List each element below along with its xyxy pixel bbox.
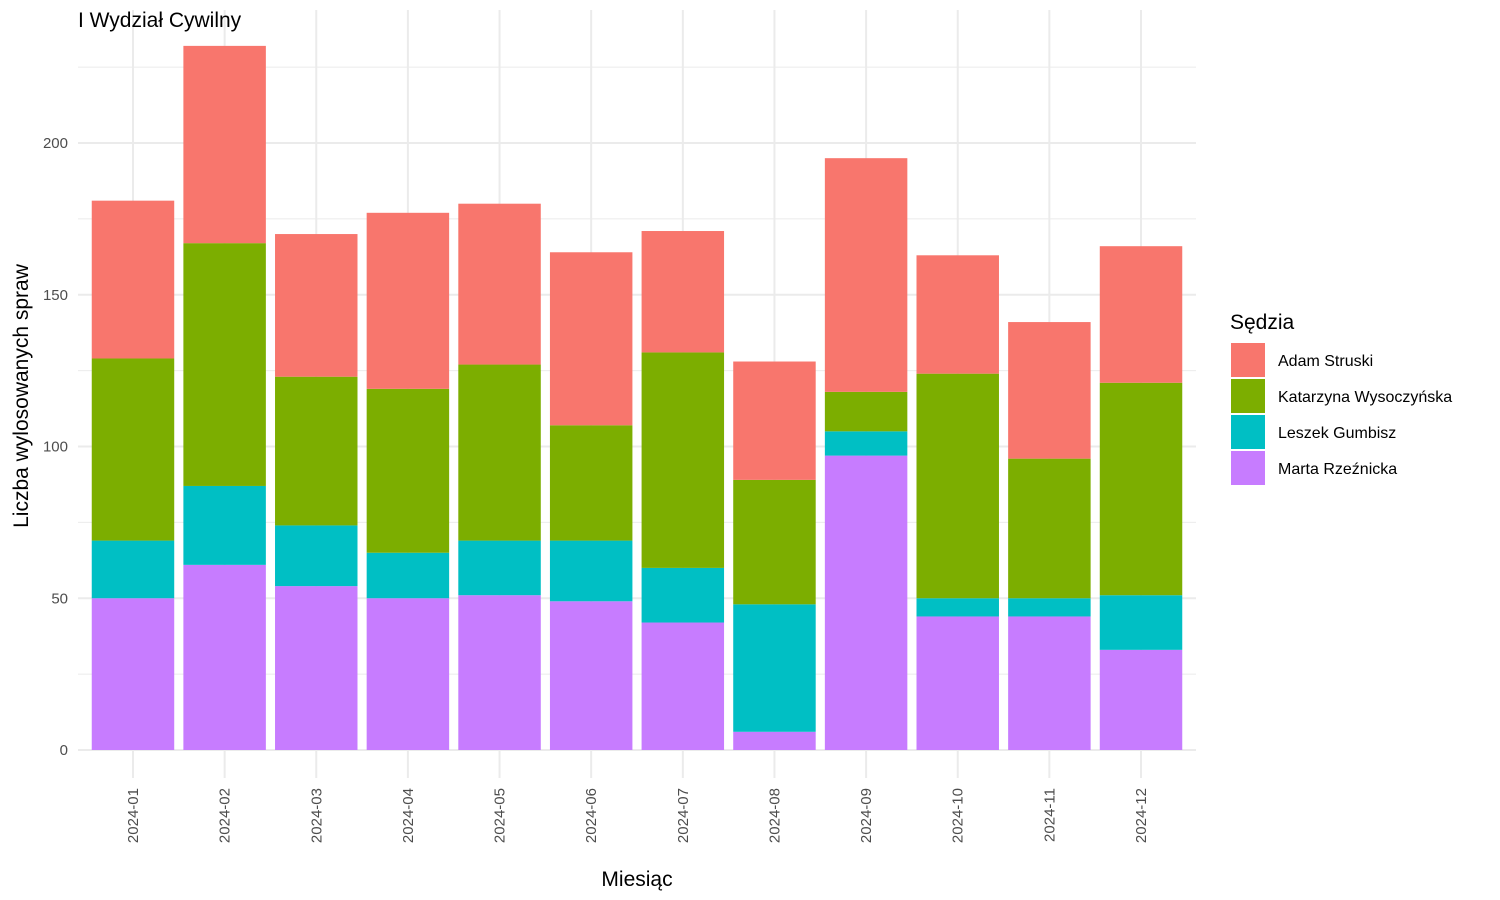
bar-2024-02-adam-struski	[183, 45, 266, 244]
bar-2024-05-marta-rze-nicka	[458, 595, 541, 750]
legend-key	[1231, 379, 1265, 413]
legend-title: Sędzia	[1230, 311, 1295, 334]
chart-title: I Wydział Cywilny	[78, 9, 242, 32]
bar-2024-02-marta-rze-nicka	[183, 564, 266, 750]
bar-2024-11-marta-rze-nicka	[1008, 616, 1091, 750]
bar-2024-12-marta-rze-nicka	[1099, 649, 1183, 750]
x-tick-label: 2024-11	[1041, 788, 1058, 842]
bar-2024-01-leszek-gumbisz	[91, 540, 175, 599]
bar-2024-06-adam-struski	[549, 252, 633, 426]
bar-2024-10-marta-rze-nicka	[916, 616, 999, 750]
x-axis-ticks: 2024-01 2024-02 2024-03 2024-04 2024-05 2024-…	[125, 788, 1150, 843]
bar-2024-08-katarzyna-wysoczy-ska	[733, 479, 816, 605]
x-tick-label: 2024-12	[1133, 788, 1150, 843]
bar-2024-08-marta-rze-nicka	[733, 731, 816, 750]
bar-2024-09-leszek-gumbisz	[824, 431, 908, 456]
bar-2024-06-marta-rze-nicka	[549, 601, 633, 750]
bar-2024-11-adam-struski	[1008, 322, 1091, 459]
legend-key	[1231, 343, 1265, 377]
y-axis-title: Liczba wylosowanych spraw	[10, 263, 33, 528]
y-tick-label: 50	[51, 590, 68, 607]
y-tick-label: 150	[43, 287, 68, 304]
legend-label: Marta Rzeźnicka	[1278, 461, 1397, 478]
legend-items: Adam Struski Katarzyna Wysoczyńska Leszek …	[1231, 343, 1452, 485]
bar-2024-10-adam-struski	[916, 255, 999, 374]
bar-2024-07-katarzyna-wysoczy-ska	[641, 352, 725, 568]
bar-2024-04-adam-struski	[366, 212, 450, 389]
x-tick-label: 2024-03	[308, 788, 325, 843]
x-tick-label: 2024-09	[858, 788, 875, 843]
y-tick-label: 100	[43, 439, 68, 456]
bar-2024-10-leszek-gumbisz	[916, 598, 999, 617]
legend-key	[1231, 451, 1265, 485]
bar-2024-11-leszek-gumbisz	[1008, 598, 1091, 617]
bar-2024-05-adam-struski	[458, 203, 541, 365]
legend-label: Adam Struski	[1278, 353, 1373, 370]
bar-2024-04-leszek-gumbisz	[366, 552, 450, 599]
y-axis-ticks: 0 50 100 150 200	[43, 135, 68, 759]
bar-2024-12-adam-struski	[1099, 246, 1183, 383]
bar-2024-06-leszek-gumbisz	[549, 540, 633, 602]
x-axis-title: Miesiąc	[601, 868, 672, 891]
bar-2024-07-adam-struski	[641, 231, 725, 353]
bars	[91, 45, 1183, 750]
x-tick-label: 2024-07	[675, 788, 692, 843]
bar-2024-09-marta-rze-nicka	[824, 455, 908, 750]
x-tick-label: 2024-02	[217, 788, 234, 843]
bar-2024-08-adam-struski	[733, 361, 816, 480]
bar-2024-12-leszek-gumbisz	[1099, 595, 1183, 650]
bar-2024-03-marta-rze-nicka	[275, 586, 358, 750]
bar-2024-10-katarzyna-wysoczy-ska	[916, 373, 999, 599]
bar-2024-07-leszek-gumbisz	[641, 567, 725, 623]
y-tick-label: 200	[43, 135, 68, 152]
bar-2024-04-katarzyna-wysoczy-ska	[366, 388, 450, 553]
bar-2024-01-adam-struski	[91, 200, 175, 359]
y-tick-label: 0	[60, 742, 68, 759]
bar-2024-08-leszek-gumbisz	[733, 604, 816, 732]
bar-2024-11-katarzyna-wysoczy-ska	[1008, 458, 1091, 599]
legend-key	[1231, 415, 1265, 449]
legend-label: Katarzyna Wysoczyńska	[1278, 389, 1452, 406]
bar-2024-03-adam-struski	[275, 234, 358, 377]
bar-2024-05-katarzyna-wysoczy-ska	[458, 364, 541, 541]
bar-2024-01-katarzyna-wysoczy-ska	[91, 358, 175, 541]
x-tick-label: 2024-05	[492, 788, 509, 843]
bar-2024-07-marta-rze-nicka	[641, 622, 725, 750]
bar-2024-06-katarzyna-wysoczy-ska	[549, 425, 633, 541]
x-tick-label: 2024-06	[583, 788, 600, 843]
bar-2024-09-adam-struski	[824, 158, 908, 392]
bar-2024-01-marta-rze-nicka	[91, 598, 175, 750]
bar-2024-03-leszek-gumbisz	[275, 525, 358, 587]
x-tick-label: 2024-10	[950, 788, 967, 843]
x-tick-label: 2024-04	[400, 788, 417, 843]
legend-label: Leszek Gumbisz	[1278, 425, 1396, 442]
bar-2024-02-leszek-gumbisz	[183, 485, 266, 565]
legend: Sędzia Adam Struski Katarzyna Wysoczyńska…	[1230, 311, 1452, 485]
bar-2024-05-leszek-gumbisz	[458, 540, 541, 596]
bar-2024-04-marta-rze-nicka	[366, 598, 450, 750]
bar-2024-09-katarzyna-wysoczy-ska	[824, 391, 908, 432]
bar-2024-12-katarzyna-wysoczy-ska	[1099, 382, 1183, 596]
bar-2024-03-katarzyna-wysoczy-ska	[275, 376, 358, 526]
x-tick-label: 2024-08	[766, 788, 783, 843]
x-tick-label: 2024-01	[125, 788, 142, 843]
bar-2024-02-katarzyna-wysoczy-ska	[183, 243, 266, 486]
